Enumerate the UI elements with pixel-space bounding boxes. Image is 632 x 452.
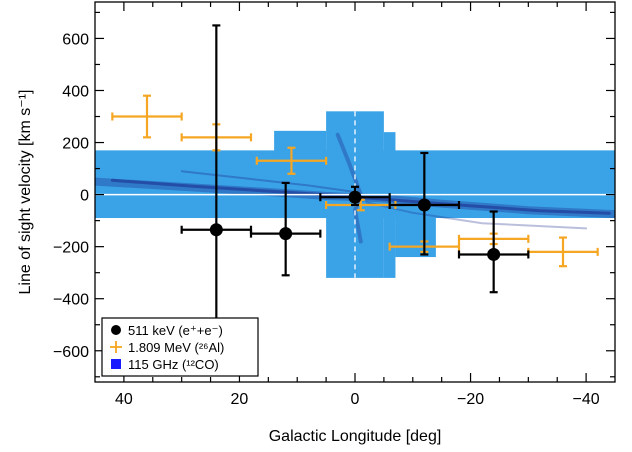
ep-marker-2 <box>348 190 362 204</box>
y-tick-label: 200 <box>62 136 89 153</box>
x-tick-label: −40 <box>573 391 600 408</box>
co-region-1 <box>274 130 327 219</box>
x-tick-label: −20 <box>457 391 484 408</box>
y-tick-label: 400 <box>62 83 89 100</box>
x-tick-label: 20 <box>231 391 249 408</box>
legend-box <box>101 317 259 377</box>
ep-marker-3 <box>417 198 431 212</box>
y-axis-label: Line of sight velocity [km s⁻¹] <box>17 90 34 295</box>
ep-marker-4 <box>487 247 501 261</box>
ep-marker-1 <box>279 227 293 241</box>
co-region-4 <box>395 172 436 258</box>
y-axis-ticks: 600 400 200 0 −200 −400 −600 <box>53 11 615 378</box>
y-tick-label: −400 <box>53 292 89 309</box>
y-tick-label: −200 <box>53 240 89 257</box>
legend-label: 1.809 MeV (²⁶Al) <box>128 340 224 355</box>
y-tick-label: −600 <box>53 344 89 361</box>
x-axis-ticks: 40 20 0 −20 −40 <box>115 2 600 408</box>
series-511kev <box>180 24 530 328</box>
legend-symbol-co <box>111 359 121 369</box>
ep-marker-0 <box>209 223 223 237</box>
x-axis-label: Galactic Longitude [deg] <box>269 428 442 445</box>
x-tick-label: 0 <box>351 391 360 408</box>
legend-symbol-511kev <box>111 325 121 335</box>
x-tick-label: 40 <box>115 391 133 408</box>
y-tick-label: 600 <box>62 31 89 48</box>
legend-label: 115 GHz (¹²CO) <box>128 357 219 372</box>
legend-label: 511 keV (e⁺+e⁻) <box>128 323 223 338</box>
y-tick-label: 0 <box>80 188 89 205</box>
legend: 511 keV (e⁺+e⁻) 1.809 MeV (²⁶Al) 115 GHz (… <box>101 317 259 377</box>
